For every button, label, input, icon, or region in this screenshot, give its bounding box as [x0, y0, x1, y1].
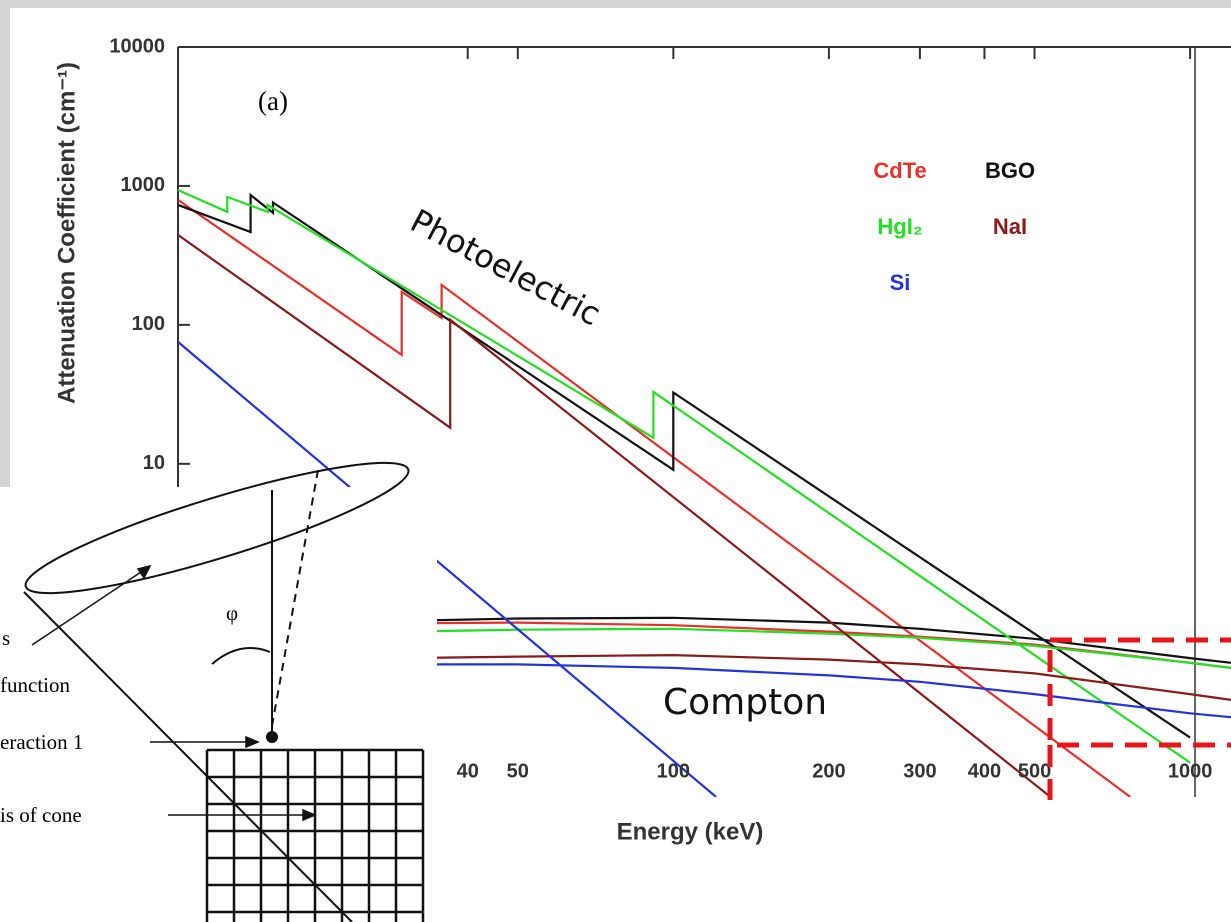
x-tick-label: 400	[968, 760, 1001, 782]
photoelectric-line	[178, 234, 1052, 797]
x-tick-label: 300	[903, 760, 936, 782]
photoelectric-line	[178, 188, 1191, 764]
legend-entry: CdTe	[873, 158, 926, 183]
x-axis-label: Energy (keV)	[617, 818, 764, 845]
legend-entry: Si	[890, 270, 911, 295]
diagram-label: function	[0, 673, 70, 697]
x-tick-label: 1000	[1168, 760, 1213, 782]
y-axis-label: Attenuation Coefficient (cm⁻¹)	[53, 62, 80, 404]
x-tick-label: 50	[507, 760, 529, 782]
y-tick-label: 100	[132, 313, 165, 335]
x-tick-label: 40	[457, 760, 479, 782]
photoelectric-line	[178, 341, 717, 797]
legend-entry: BGO	[985, 158, 1035, 183]
x-tick-label: 100	[657, 760, 690, 782]
x-tick-label: 200	[812, 760, 845, 782]
diagram-label: s	[2, 626, 10, 650]
diagram-label: eraction 1	[0, 730, 83, 754]
angle-label: φ	[226, 601, 238, 625]
panel-label: (a)	[258, 86, 288, 116]
highlight-box	[1047, 637, 1231, 748]
y-tick-label: 1000	[121, 174, 166, 196]
y-tick-label: 10000	[109, 35, 165, 57]
photoelectric-line	[178, 198, 1131, 797]
y-tick-label: 10	[143, 452, 165, 474]
legend-entry: HgI₂	[877, 214, 922, 239]
x-tick-label: 500	[1018, 760, 1051, 782]
legend-entry: NaI	[993, 214, 1027, 239]
annotation: Compton	[663, 682, 827, 723]
diagram-label: is of cone	[0, 803, 82, 827]
cone-diagram: φ s function eraction 1 is of cone	[0, 461, 437, 922]
